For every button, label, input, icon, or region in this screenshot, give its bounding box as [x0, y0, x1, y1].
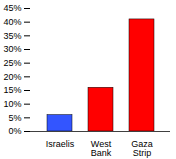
- svg-text:40%: 40%: [3, 17, 21, 27]
- svg-text:0%: 0%: [8, 126, 21, 136]
- svg-text:WestBank: WestBank: [91, 139, 112, 158]
- svg-text:30%: 30%: [3, 44, 21, 54]
- svg-text:15%: 15%: [3, 85, 21, 95]
- svg-text:5%: 5%: [8, 113, 21, 123]
- svg-text:45%: 45%: [3, 3, 21, 13]
- svg-text:Israelis: Israelis: [46, 139, 75, 149]
- svg-text:35%: 35%: [3, 31, 21, 41]
- svg-text:10%: 10%: [3, 99, 21, 109]
- svg-text:25%: 25%: [3, 58, 21, 68]
- svg-text:GazaStrip: GazaStrip: [131, 139, 153, 158]
- svg-text:20%: 20%: [3, 72, 21, 82]
